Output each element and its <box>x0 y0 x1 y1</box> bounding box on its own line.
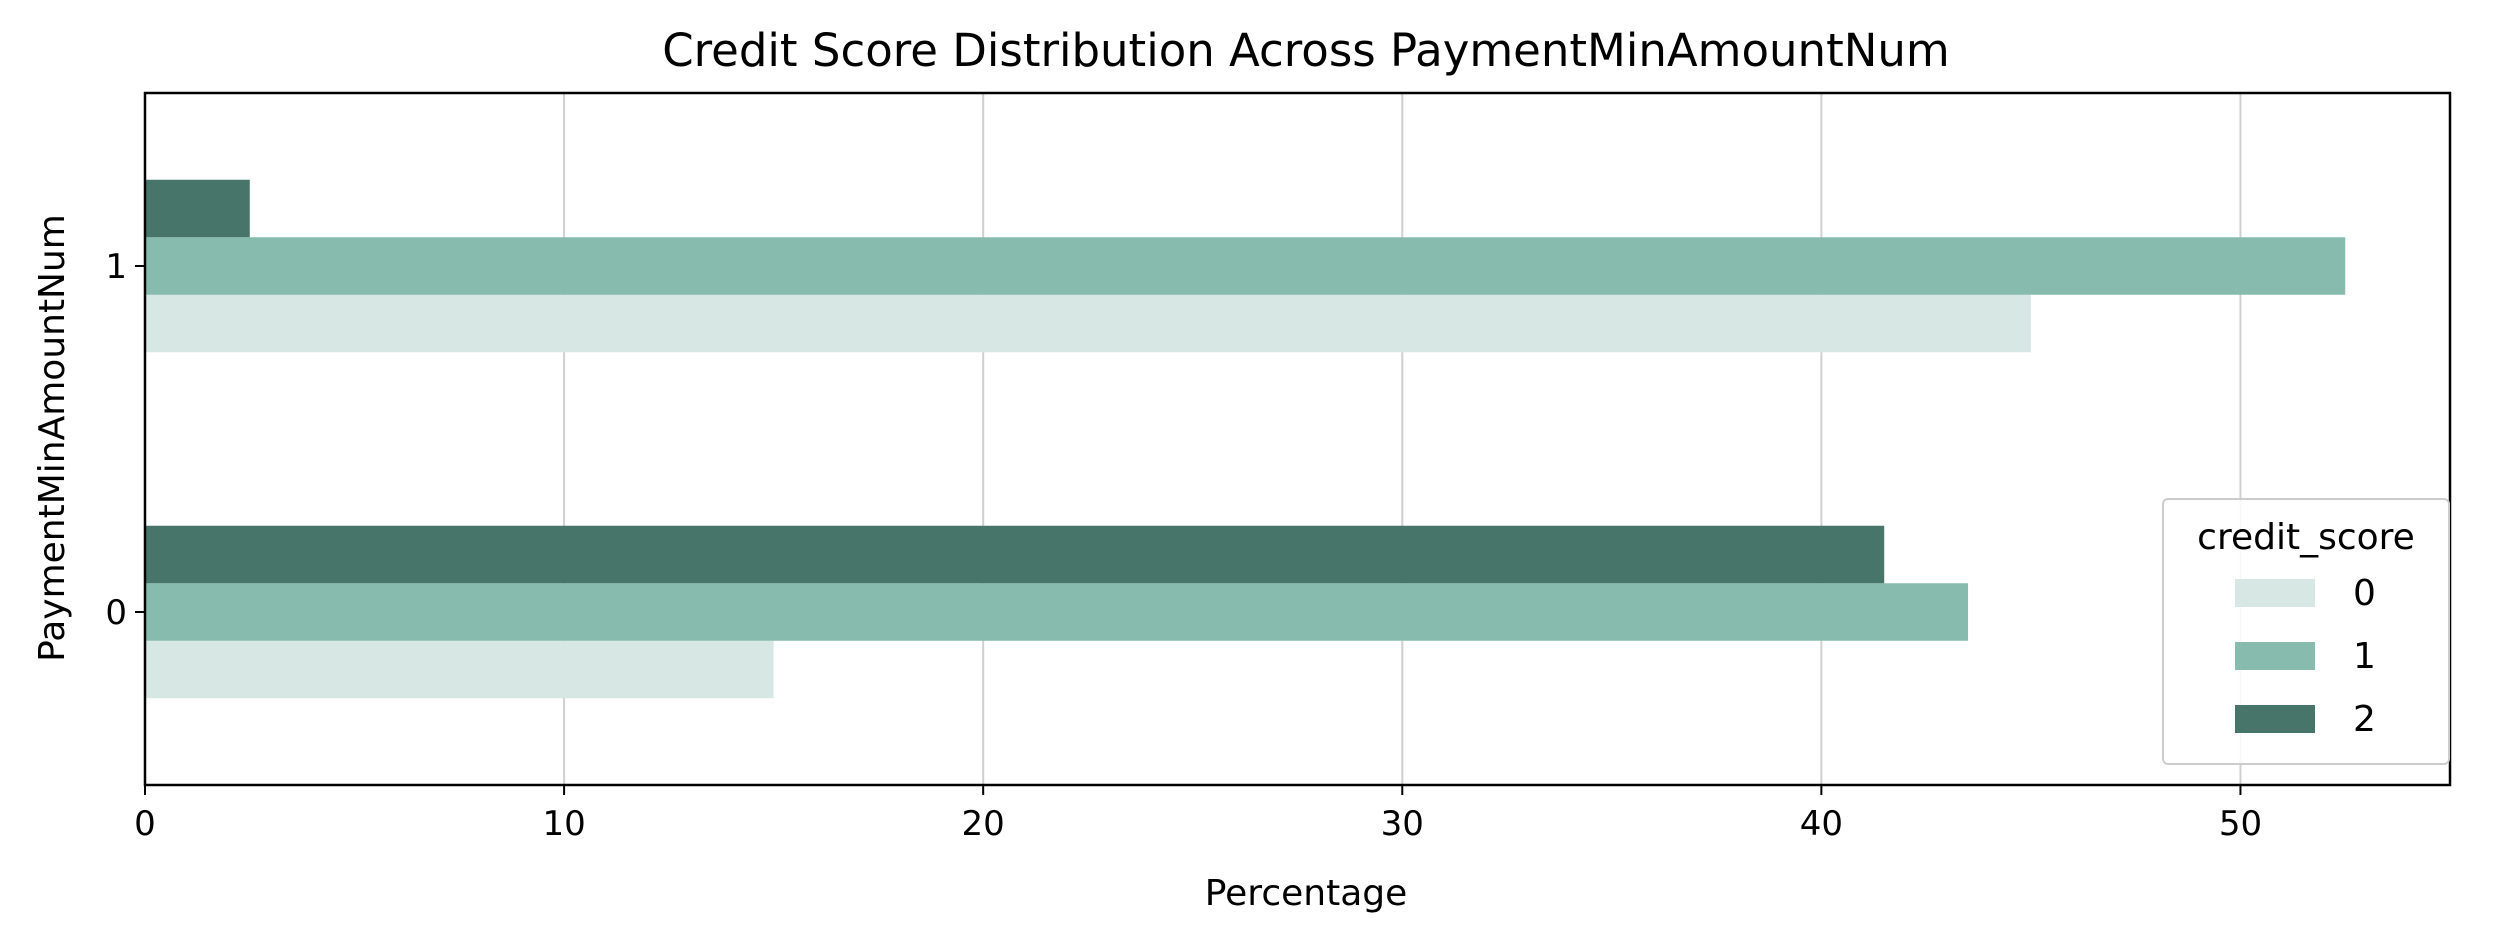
x-tick-label-50: 50 <box>2219 804 2262 844</box>
x-axis-label: Percentage <box>1205 873 1408 914</box>
y-tick-label-0: 0 <box>105 593 127 633</box>
grid-lines <box>563 93 2242 785</box>
x-tick-label-10: 10 <box>542 804 585 844</box>
legend-swatch-2 <box>2235 705 2315 733</box>
plot-area-frame <box>143 91 2452 787</box>
legend-label-1: 1 <box>2353 636 2376 677</box>
legend-items: 0 1 2 <box>2235 573 2376 740</box>
legend-label-0: 0 <box>2353 573 2376 614</box>
legend-label-2: 2 <box>2353 699 2376 740</box>
x-tick-label-0: 0 <box>134 804 156 844</box>
legend: credit_score 0 1 2 <box>2162 498 2450 765</box>
bar-cat-0-series-2 <box>145 525 1885 584</box>
x-axis-ticks: 0 10 20 30 40 50 <box>134 785 2262 844</box>
legend-title: credit_score <box>2197 517 2415 558</box>
bar-cat-1-series-2 <box>145 179 250 238</box>
bar-cat-1-series-1 <box>145 237 2346 295</box>
y-axis-ticks: 10 <box>105 247 145 633</box>
legend-box <box>2162 498 2450 765</box>
bar-cat-0-series-0 <box>145 640 774 699</box>
legend-swatch-1 <box>2235 642 2315 670</box>
bars <box>145 179 2346 699</box>
x-tick-label-20: 20 <box>962 804 1005 844</box>
bar-cat-0-series-1 <box>145 583 1969 641</box>
x-tick-label-30: 30 <box>1381 804 1424 844</box>
chart-title: Credit Score Distribution Across Payment… <box>662 24 1950 77</box>
x-tick-label-40: 40 <box>1800 804 1843 844</box>
legend-swatch-0 <box>2235 579 2315 607</box>
bar-cat-1-series-0 <box>145 294 2031 353</box>
y-tick-label-1: 1 <box>105 247 127 287</box>
y-axis-label: PaymentMinAmountNum <box>32 214 73 662</box>
